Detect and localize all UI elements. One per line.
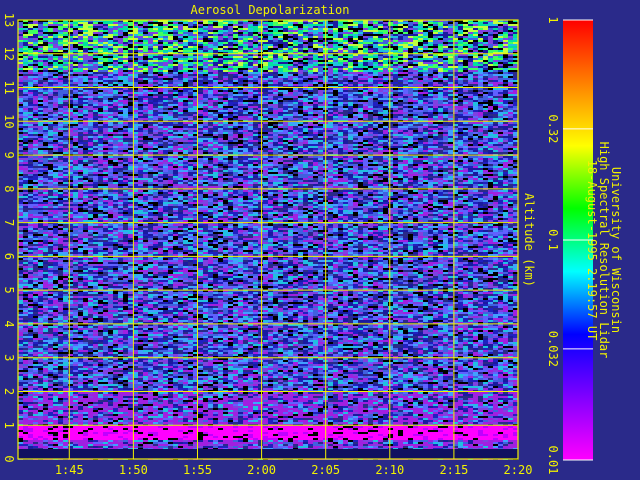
- x-tick-label: 2:05: [311, 463, 340, 477]
- y-tick-label: 5: [2, 287, 16, 294]
- y-axis-label: Altitude (km): [522, 193, 536, 287]
- y-tick-label: 6: [2, 253, 16, 260]
- y-tick-label: 2: [2, 388, 16, 395]
- x-tick-labels: 1:45 1:50 1:55 2:00 2:05 2:10 2:15 2:20: [55, 463, 533, 477]
- x-tick-label: 1:55: [183, 463, 212, 477]
- y-tick-label: 10: [2, 114, 16, 128]
- y-tick-label: 12: [2, 47, 16, 61]
- y-tick-label: 11: [2, 80, 16, 94]
- x-tick-label: 2:00: [247, 463, 276, 477]
- y-tick-label: 1: [2, 422, 16, 429]
- colorbar-tick-label: 0.01: [546, 446, 560, 475]
- plot-frame: [17, 19, 519, 460]
- x-tick-label: 2:10: [375, 463, 404, 477]
- y-tick-label: 4: [2, 320, 16, 327]
- colorbar-tick-label: 1: [546, 16, 560, 23]
- colorbar: 0.01 0.032 0.1 0.32 1: [546, 16, 593, 474]
- x-tick-label: 1:45: [55, 463, 84, 477]
- info-line-1: University of Wisconsin: [609, 167, 623, 333]
- y-tick-label: 9: [2, 151, 16, 158]
- y-tick-label: 8: [2, 185, 16, 192]
- colorbar-ticks: 0.01 0.032 0.1 0.32 1: [546, 16, 593, 474]
- colorbar-tick-label: 0.32: [546, 114, 560, 143]
- instrument-info: University of Wisconsin High Spectral Re…: [585, 142, 623, 359]
- y-tick-label: 13: [2, 13, 16, 27]
- y-tick-label: 7: [2, 219, 16, 226]
- y-tick-label: 0: [2, 455, 16, 462]
- info-line-2: High Spectral Resolution Lidar: [597, 142, 611, 359]
- heatmap-image: [18, 20, 518, 460]
- x-tick-label: 1:50: [119, 463, 148, 477]
- colorbar-tick-label: 0.032: [546, 331, 560, 367]
- x-tick-label: 2:20: [504, 463, 533, 477]
- chart-title: Aerosol Depolarization: [191, 3, 350, 17]
- x-tick-label: 2:15: [439, 463, 468, 477]
- info-line-3: 18-August-1995 2:19:57 UT: [585, 160, 599, 341]
- y-tick-label: 3: [2, 354, 16, 361]
- colorbar-tick-label: 0.1: [546, 229, 560, 251]
